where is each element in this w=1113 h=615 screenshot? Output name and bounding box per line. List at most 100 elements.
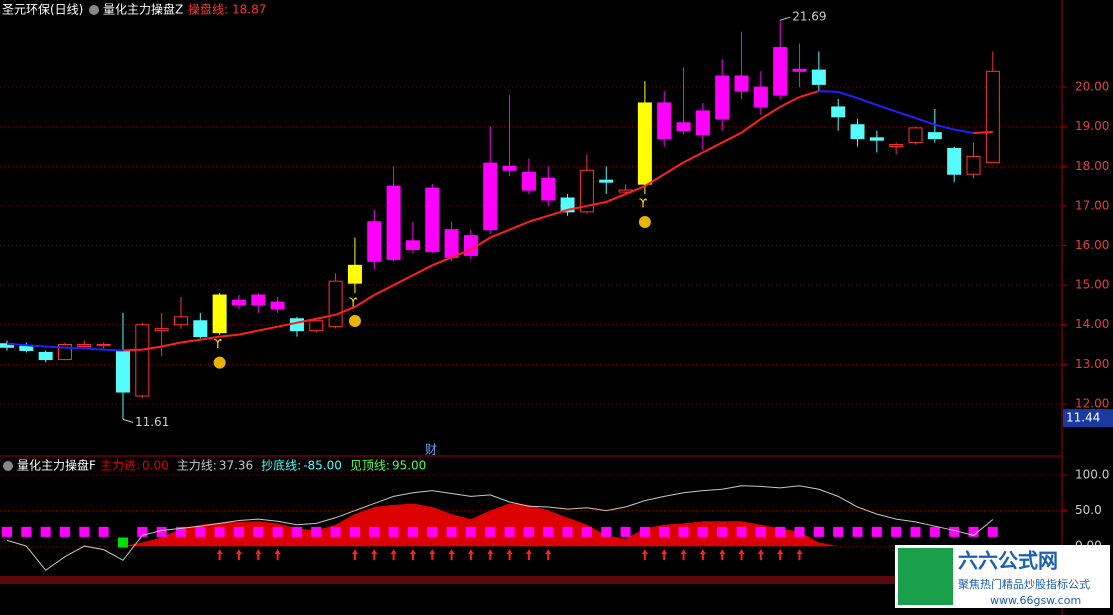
candle-body <box>966 155 981 175</box>
trade-line <box>238 329 259 336</box>
trade-line <box>219 333 240 338</box>
y-tick-label: 14.00 <box>1075 317 1109 331</box>
trade-line <box>412 264 433 277</box>
marker <box>659 526 670 537</box>
line-label: 操盘线: <box>188 2 228 17</box>
trade-line <box>373 284 395 296</box>
trade-line <box>528 214 549 223</box>
arrow <box>757 549 764 561</box>
marker <box>910 526 921 537</box>
trade-line <box>470 236 491 251</box>
line-value: 18.87 <box>232 3 266 17</box>
y-tick-label: 17.00 <box>1075 198 1109 212</box>
marker <box>736 526 747 537</box>
trade-line <box>895 110 916 119</box>
cursor-box <box>1063 409 1113 428</box>
candle-body <box>38 351 53 361</box>
candle-body <box>77 344 92 347</box>
marker <box>562 526 573 537</box>
marker <box>175 526 186 537</box>
menu-icon[interactable] <box>89 5 99 15</box>
marker <box>21 526 32 537</box>
candle-body <box>869 137 884 141</box>
trade-line <box>934 123 955 131</box>
candle-body <box>637 102 652 185</box>
candle-body <box>347 264 362 284</box>
candle-body <box>985 70 1000 163</box>
arrow <box>274 549 281 561</box>
marker <box>523 526 534 537</box>
trade-line <box>644 173 665 187</box>
marker <box>233 526 244 537</box>
candle-body <box>715 75 730 120</box>
marker <box>833 526 844 537</box>
annotation: 21.69 <box>792 10 826 24</box>
marker <box>929 526 940 537</box>
arrow <box>545 549 552 561</box>
menu-icon[interactable] <box>3 461 13 471</box>
trade-line <box>277 321 298 328</box>
marker <box>891 526 902 537</box>
candle-body <box>811 69 826 85</box>
y-tick-label: 20.00 <box>1075 80 1109 94</box>
trade-line <box>857 97 878 106</box>
trade-line <box>142 345 162 351</box>
candle-body <box>115 349 130 393</box>
trade-line <box>258 325 278 332</box>
arrow <box>371 549 378 561</box>
logo-slogan: 聚焦热门精品炒股指标公式 <box>958 577 1090 591</box>
candle-body <box>231 299 246 306</box>
marker <box>291 526 302 537</box>
candle-body <box>425 187 440 252</box>
trade-line <box>567 204 588 211</box>
legend-label: 见顶线: <box>350 459 390 473</box>
y-tick-label: 100.0 <box>1075 468 1109 482</box>
candle-body <box>947 147 962 175</box>
trade-line <box>45 345 66 349</box>
candle-body <box>831 106 846 118</box>
legend-value: 0.00 <box>142 459 169 473</box>
trade-line <box>760 106 781 120</box>
candle-body <box>753 86 768 108</box>
marker <box>98 526 109 537</box>
sub-title: 量化主力操盘F <box>17 458 96 473</box>
marker <box>504 526 515 537</box>
trade-line <box>161 341 182 348</box>
marker <box>330 526 341 537</box>
annotation-pointer <box>122 418 134 423</box>
arrow <box>429 549 436 561</box>
annotation-pointer <box>780 16 791 21</box>
logo-icon <box>898 548 953 605</box>
candle-body <box>135 324 150 397</box>
marker <box>388 526 399 537</box>
candle-body <box>193 320 208 338</box>
candle-body <box>289 318 304 332</box>
arrow <box>699 549 706 561</box>
marker <box>311 526 322 537</box>
candle-body <box>367 221 382 262</box>
trade-line <box>547 208 568 217</box>
marker-text: 财 <box>425 443 437 457</box>
trade-line <box>509 220 530 231</box>
y-tick-label: 16.00 <box>1075 238 1109 252</box>
legend-label: 主力进: <box>100 459 140 473</box>
trade-line <box>296 317 317 324</box>
arrow <box>796 549 803 561</box>
candle-body <box>173 316 188 326</box>
marker <box>137 526 148 537</box>
candle-body <box>579 169 594 213</box>
y-tick-label: 50.0 <box>1075 503 1102 517</box>
y-tick-label: 15.00 <box>1075 278 1109 292</box>
trade-line <box>876 103 897 113</box>
candle-body <box>309 320 324 332</box>
main-line <box>6 485 994 571</box>
candle-body <box>405 240 420 250</box>
arrow <box>506 549 513 561</box>
candle-body <box>483 162 498 231</box>
marker <box>59 526 70 537</box>
arrow <box>255 549 262 561</box>
marker <box>485 526 496 537</box>
trade-line <box>84 347 104 351</box>
trade-line <box>180 338 201 344</box>
marker <box>813 526 824 537</box>
